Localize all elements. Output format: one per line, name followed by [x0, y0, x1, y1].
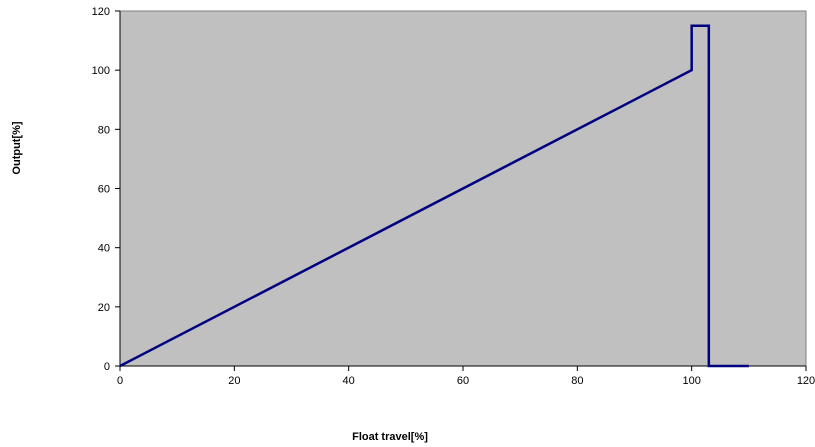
y-tick-label: 60: [98, 184, 110, 196]
x-tick-label: 60: [457, 375, 469, 387]
y-tick-label: 20: [98, 302, 110, 314]
y-tick-label: 40: [98, 243, 110, 255]
x-tick-label: 80: [571, 375, 583, 387]
x-tick-label: 0: [117, 375, 123, 387]
x-tick-label: 100: [682, 375, 700, 387]
y-axis-title: Output[%]: [11, 121, 23, 174]
x-axis: 0 20 40 60 80 100 120: [117, 365, 815, 387]
x-axis-title: Float travel[%]: [352, 431, 428, 443]
x-tick-label: 120: [797, 375, 815, 387]
series-line: [119, 24, 749, 368]
x-tick-label: 40: [343, 375, 355, 387]
series-layer: [119, 24, 749, 368]
y-tick-label: 80: [98, 124, 110, 136]
y-tick-label: 0: [104, 361, 110, 373]
y-tick-label: 120: [92, 6, 110, 18]
y-tick-label: 100: [92, 65, 110, 77]
y-axis: 0 20 40 60 80 100 120: [92, 6, 121, 373]
x-tick-label: 20: [228, 375, 240, 387]
